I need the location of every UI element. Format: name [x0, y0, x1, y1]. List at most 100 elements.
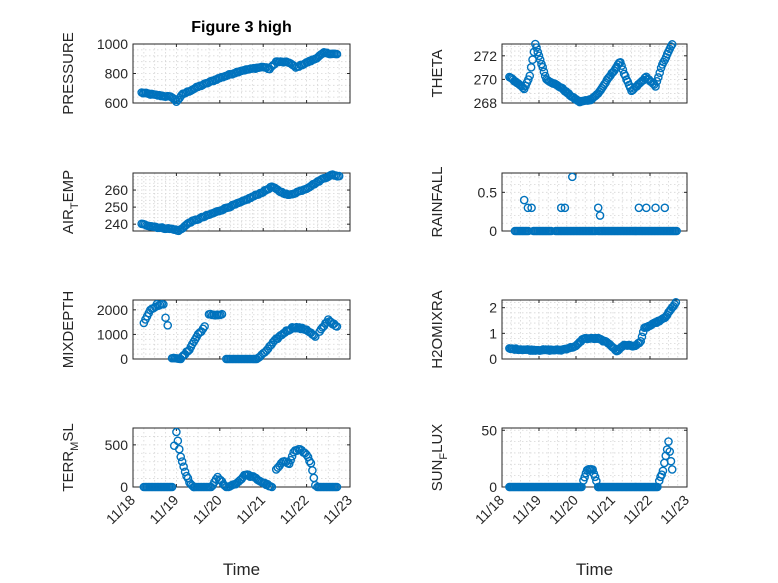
x-tick-label: 11/19 — [146, 492, 182, 528]
data-point — [310, 332, 320, 341]
x-tick-label: 11/20 — [546, 492, 582, 528]
data-point — [532, 43, 541, 52]
y-tick-label: 2 — [489, 300, 497, 316]
chart-title: Figure 3 high — [191, 19, 291, 36]
y-axis-label: SUNFLUX — [429, 424, 450, 492]
data-point — [660, 203, 670, 213]
subplot-theta: 268 270 272 THETA — [429, 39, 688, 111]
data-point — [334, 171, 344, 181]
x-tick-label: 11/22 — [276, 492, 312, 528]
data-markers — [505, 39, 677, 107]
data-markers — [139, 427, 342, 492]
data-point — [593, 203, 603, 213]
data-point — [568, 172, 577, 182]
x-axis-label: Time — [576, 560, 613, 579]
data-point — [651, 203, 660, 213]
data-point — [672, 226, 681, 236]
data-point — [332, 322, 342, 331]
x-tick-label: 11/23 — [320, 492, 356, 528]
data-point — [671, 298, 681, 307]
y-tick-label: 600 — [105, 95, 129, 111]
data-markers — [139, 299, 342, 364]
data-point — [163, 321, 173, 330]
data-point — [286, 455, 295, 465]
data-point — [167, 482, 177, 492]
subplot-sun-flux: 0 50 11/18 11/19 11/20 11/21 11/22 11/23 SUNFLUX… — [429, 422, 692, 579]
data-point — [588, 465, 597, 474]
data-point — [177, 457, 187, 466]
data-markers — [137, 170, 344, 236]
data-point — [539, 67, 549, 77]
data-point — [305, 456, 314, 466]
x-tick-label: 11/18 — [472, 492, 508, 528]
y-tick-label: 1000 — [97, 36, 128, 52]
data-point — [590, 472, 600, 482]
y-tick-label: 50 — [481, 422, 497, 438]
data-point — [533, 47, 543, 57]
data-point — [267, 482, 277, 492]
x-axis-label: Time — [223, 560, 260, 579]
data-point — [595, 211, 605, 220]
axes-frame — [501, 299, 688, 360]
y-axis-label: PRESSURE — [60, 32, 77, 115]
data-point — [217, 309, 227, 319]
data-markers — [505, 437, 677, 492]
y-axis-label: H2OMIXRA — [429, 290, 446, 368]
data-point — [658, 466, 668, 476]
data-point — [667, 465, 677, 474]
y-tick-label: 0 — [120, 479, 128, 495]
data-point — [654, 73, 663, 82]
y-axis-label: RAINFALL — [429, 167, 446, 238]
y-tick-label: 272 — [474, 48, 498, 64]
y-tick-label: 2000 — [97, 302, 128, 318]
y-axis-label: AIRTEMP — [60, 170, 81, 234]
data-point — [665, 447, 675, 456]
y-axis-label: MIXDEPTH — [60, 291, 77, 369]
data-point — [524, 75, 533, 84]
axes-frame — [501, 43, 688, 104]
x-tick-label: 11/20 — [190, 492, 226, 528]
x-tick-label: 11/21 — [233, 492, 269, 528]
x-tick-label: 11/18 — [103, 492, 139, 528]
y-tick-label: 268 — [474, 95, 498, 111]
data-markers — [505, 298, 681, 356]
data-point — [161, 313, 170, 323]
y-tick-label: 0 — [489, 351, 497, 367]
y-tick-label: 1000 — [97, 326, 128, 342]
data-point — [159, 300, 168, 309]
data-markers — [510, 172, 681, 236]
y-tick-label: 0 — [120, 351, 128, 367]
axes-frame — [132, 172, 351, 232]
data-point — [664, 437, 673, 446]
y-tick-label: 240 — [105, 216, 129, 232]
y-tick-label: 800 — [105, 66, 129, 82]
x-tick-label: 11/23 — [657, 492, 693, 528]
data-point — [642, 203, 651, 213]
data-point — [667, 40, 677, 49]
subplot-terr-msl: 0 500 11/18 11/19 11/20 11/21 11/22 11/23 TERRMS… — [60, 423, 355, 579]
y-tick-label: 260 — [105, 182, 129, 198]
y-axis-label: THETA — [429, 49, 446, 97]
data-point — [527, 203, 536, 213]
axes-frame — [132, 427, 351, 488]
data-point — [523, 203, 533, 213]
data-point — [170, 95, 180, 105]
data-point — [666, 456, 676, 466]
data-markers — [137, 47, 342, 106]
data-point — [332, 49, 342, 59]
subplot-pressure: 600 800 1000 PRESSURE Figure 3 high — [60, 19, 351, 115]
data-point — [534, 51, 544, 61]
data-point — [200, 322, 209, 331]
data-point — [173, 436, 183, 446]
data-point — [332, 482, 342, 492]
data-point — [652, 77, 662, 86]
data-point — [617, 61, 626, 71]
data-point — [519, 195, 529, 205]
data-point — [655, 68, 665, 78]
y-tick-label: 270 — [474, 71, 498, 87]
subplot-mixdepth: 0 1000 2000 MIXDEPTH — [60, 291, 351, 369]
data-point — [657, 470, 667, 479]
y-tick-label: 0 — [489, 479, 497, 495]
